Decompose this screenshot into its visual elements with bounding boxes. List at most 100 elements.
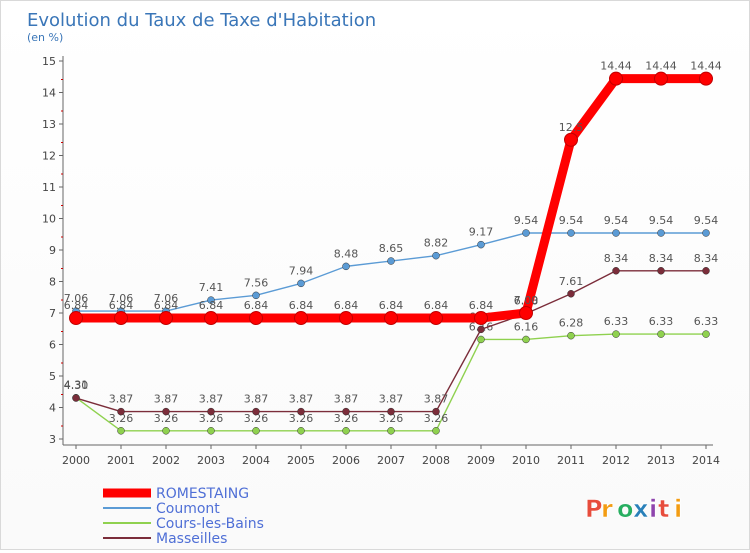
x-tick-label-2001: 2001 (107, 454, 135, 467)
data-label: 3.26 (199, 412, 224, 425)
data-point (117, 427, 125, 435)
data-label: 3.87 (109, 393, 134, 406)
data-label: 7.41 (199, 281, 224, 294)
data-label: 3.26 (379, 412, 404, 425)
data-point (567, 290, 575, 298)
data-label: 3.87 (244, 393, 269, 406)
data-point (477, 325, 485, 334)
data-point (657, 330, 665, 338)
logo-letter: t (658, 495, 669, 523)
data-point (702, 330, 710, 338)
y-tick-label-15: 15 (42, 55, 56, 68)
x-tick-label-2010: 2010 (512, 454, 540, 467)
legend-label-masseilles: Masseilles (156, 531, 227, 547)
data-label: 6.84 (379, 299, 404, 312)
data-label: 14.44 (600, 60, 632, 73)
x-tick-label-2002: 2002 (152, 454, 180, 467)
data-label: 9.54 (649, 214, 674, 227)
data-label: 7.00 (514, 294, 539, 307)
x-tick-label-2006: 2006 (332, 454, 360, 467)
x-tick-label-2000: 2000 (62, 454, 90, 467)
data-label: 6.84 (424, 299, 449, 312)
data-point (297, 427, 305, 435)
data-point (297, 407, 305, 416)
data-label: 8.65 (379, 242, 404, 255)
data-point (117, 407, 125, 416)
data-label: 9.54 (694, 214, 719, 227)
data-point (609, 71, 623, 86)
data-point (342, 407, 350, 416)
x-tick-label-2004: 2004 (242, 454, 270, 467)
data-point (477, 335, 485, 344)
data-label: 6.16 (514, 320, 539, 333)
y-tick-label-8: 8 (49, 276, 56, 289)
data-point (702, 267, 710, 275)
data-point (297, 279, 305, 288)
data-label: 3.87 (154, 393, 179, 406)
x-tick-label-2009: 2009 (467, 454, 495, 467)
data-point (204, 311, 218, 326)
data-point (699, 71, 713, 86)
data-label: 6.28 (559, 317, 584, 330)
logo-letter: x (633, 495, 649, 523)
data-label: 7.61 (559, 275, 584, 288)
data-point (567, 229, 575, 237)
data-point (657, 229, 665, 237)
data-point (522, 229, 530, 237)
data-point (429, 311, 443, 326)
data-point (387, 427, 395, 435)
data-label: 3.87 (199, 393, 224, 406)
data-point (432, 251, 440, 260)
data-label: 14.44 (645, 60, 677, 73)
x-tick-label-2013: 2013 (647, 454, 675, 467)
data-label: 3.26 (289, 412, 314, 425)
data-label: 9.17 (469, 226, 494, 239)
data-point (252, 407, 260, 416)
data-point (252, 427, 260, 435)
x-tick-label-2011: 2011 (557, 454, 585, 467)
data-label: 3.26 (424, 412, 449, 425)
proxiti-logo: Pr o x i t i (585, 495, 683, 524)
data-label: 7.06 (64, 292, 89, 305)
data-label: 6.84 (289, 299, 314, 312)
data-label: 3.87 (334, 393, 359, 406)
x-tick-label-2007: 2007 (377, 454, 405, 467)
data-label: 14.44 (690, 60, 722, 73)
data-label: 6.84 (109, 299, 134, 312)
data-point (519, 306, 533, 320)
data-point (654, 71, 668, 86)
data-point (342, 262, 350, 271)
data-label: 8.34 (694, 252, 719, 265)
data-label: 3.87 (289, 393, 314, 406)
chart-subtitle: (en %) (27, 31, 63, 44)
data-label: 6.84 (469, 299, 494, 312)
data-label: 6.84 (334, 299, 359, 312)
data-label: 3.26 (109, 412, 134, 425)
data-label: 9.54 (514, 214, 539, 227)
data-label: 7.06 (154, 292, 179, 305)
data-point (522, 335, 530, 344)
y-tick-label-7: 7 (49, 307, 56, 320)
chart-title: Evolution du Taux de Taxe d'Habitation (27, 10, 376, 31)
y-tick-label-13: 13 (42, 118, 56, 131)
data-label: 9.54 (604, 214, 629, 227)
data-label: 8.34 (604, 252, 629, 265)
series-layer: 7.06 7.06 7.06 7.41 7.56 7.94 8.48 8.65 8.82 9.17… (64, 60, 722, 435)
data-label: 6.84 (244, 299, 269, 312)
x-tick-label-2008: 2008 (422, 454, 450, 467)
logo-letter: P (585, 495, 603, 523)
data-point (69, 311, 83, 326)
data-label: 7.94 (289, 264, 314, 277)
data-label: 6.84 (64, 299, 89, 312)
x-tick-label-2014: 2014 (692, 454, 720, 467)
x-tick-label-2012: 2012 (602, 454, 630, 467)
data-label: 8.82 (424, 237, 449, 250)
data-point (432, 407, 440, 416)
y-tick-label-9: 9 (49, 244, 56, 257)
data-point (432, 427, 440, 435)
data-point (567, 331, 575, 340)
y-tick-label-4: 4 (49, 402, 56, 415)
data-point (114, 311, 128, 326)
data-point (612, 267, 620, 275)
data-point (384, 311, 398, 326)
